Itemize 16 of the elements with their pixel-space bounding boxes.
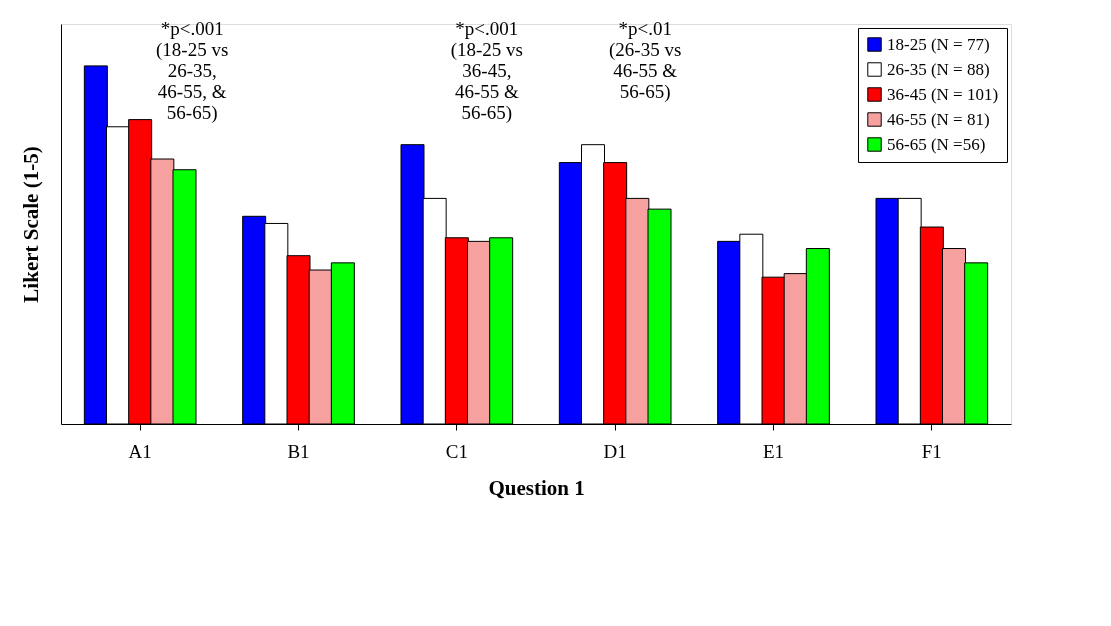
x-tick-label: A1 [128,440,152,462]
x-tick-label: B1 [287,440,310,462]
annotation: *p<.01 (26-35 vs 46-55 & 56-65) [609,18,682,103]
annotation: *p<.001 (18-25 vs 26-35, 46-55, & 56-65) [156,18,229,124]
x-tick-label: D1 [603,440,627,462]
legend-label: 56-65 (N =56) [887,134,986,154]
legend-label: 18-25 (N = 77) [887,34,990,54]
legend-label: 26-35 (N = 88) [887,59,990,79]
x-tick-label: C1 [445,440,468,462]
x-tick-label: F1 [921,440,942,462]
x-axis-title: Question 1 [488,475,585,500]
y-axis-title: Likert Scale (1-5) [18,146,43,303]
legend-label: 46-55 (N = 81) [887,109,990,129]
legend-label: 36-45 (N = 101) [887,84,999,104]
x-tick-label: E1 [762,440,785,462]
annotation: *p<.001 (18-25 vs 36-45, 46-55 & 56-65) [450,18,523,124]
